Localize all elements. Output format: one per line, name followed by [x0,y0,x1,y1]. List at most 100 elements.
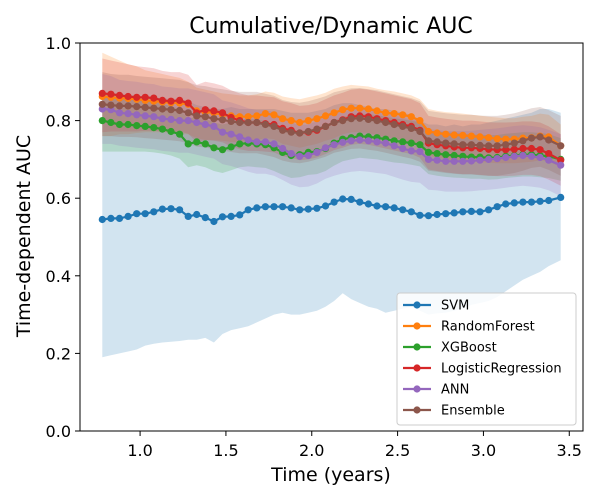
point-ensemble [167,106,175,114]
point-randomforest [390,110,398,118]
point-ensemble [467,141,475,149]
point-ensemble [124,102,132,110]
point-ensemble [519,137,527,145]
point-randomforest [450,131,458,139]
point-randomforest [339,106,347,114]
y-tick-label: 0.0 [46,422,71,441]
point-svm [557,193,565,201]
point-svm [287,204,295,212]
point-svm [141,210,149,218]
legend-entry-xgboost: XGBoost [403,341,497,356]
point-ann [261,138,269,146]
series-ensemble [98,100,565,150]
point-ann [450,157,458,165]
series-svm [98,193,565,226]
point-ann [382,139,390,147]
point-ensemble [98,100,106,108]
point-randomforest [347,104,355,112]
point-xgboost [450,151,458,160]
point-randomforest [313,115,321,123]
point-ann [296,152,304,160]
point-randomforest [416,117,424,125]
point-svm [184,212,192,220]
point-ann [141,112,149,120]
point-logisticregression [527,144,536,153]
point-logisticregression [158,96,166,104]
point-svm [493,203,501,211]
point-ensemble [210,115,218,123]
point-svm [244,206,252,214]
point-ensemble [485,142,493,150]
point-randomforest [493,135,501,143]
point-ann [270,140,278,148]
point-ensemble [141,103,149,111]
point-xgboost [459,152,467,160]
point-ann [279,144,287,153]
point-xgboost [167,127,175,136]
point-svm [356,198,364,206]
point-ann [459,157,467,165]
point-ensemble [545,136,553,144]
legend-entry-ann: ANN [403,383,469,398]
point-ann [502,153,510,162]
point-randomforest [442,130,450,138]
x-tick-label: 3.0 [471,441,496,460]
point-ensemble [330,118,338,127]
point-xgboost [193,138,201,146]
point-ensemble [459,141,467,149]
legend-label: LogisticRegression [441,362,562,377]
legend-marker [413,301,421,309]
point-svm [296,206,304,214]
point-svm [193,210,201,219]
point-ensemble [218,116,227,124]
y-tick-label: 0.6 [46,189,71,208]
point-logisticregression [133,93,141,101]
point-xgboost [416,141,424,149]
point-randomforest [433,129,441,137]
point-randomforest [407,113,415,121]
point-ann [424,155,433,163]
legend-label: RandomForest [441,320,535,335]
point-svm [279,203,287,211]
point-randomforest [321,112,330,120]
point-ensemble [407,124,415,132]
point-svm [133,210,141,218]
point-ann [467,157,475,165]
point-ann [407,147,415,155]
point-svm [416,211,424,219]
point-svm [364,200,372,208]
point-ann [150,113,158,121]
legend-entry-svm: SVM [403,299,469,314]
point-ann [519,151,527,160]
point-ensemble [493,142,501,150]
point-ensemble [201,113,209,121]
point-svm [176,206,184,214]
point-randomforest [424,127,433,136]
point-ensemble [476,141,484,149]
point-ensemble [133,103,141,111]
point-ann [201,120,209,129]
plot-frame [79,42,584,432]
point-ann [227,130,235,138]
point-svm [424,212,433,220]
point-randomforest [382,109,390,117]
point-ensemble [424,137,433,145]
point-xgboost [236,140,244,148]
point-logisticregression [115,91,124,99]
point-randomforest [287,117,295,125]
point-xgboost [424,148,433,156]
point-ann [557,161,565,169]
point-ann [442,157,450,165]
point-svm [519,198,527,206]
point-svm [227,212,235,220]
point-ensemble [399,122,407,130]
legend-entry-ensemble: Ensemble [403,404,505,419]
point-randomforest [279,115,287,123]
point-ann [485,155,493,163]
y-tick-label: 1.0 [46,34,71,53]
point-ann [399,144,407,153]
point-ensemble [347,115,355,123]
y-tick-label: 0.2 [46,344,71,363]
point-svm [304,205,312,213]
point-logisticregression [141,93,149,101]
